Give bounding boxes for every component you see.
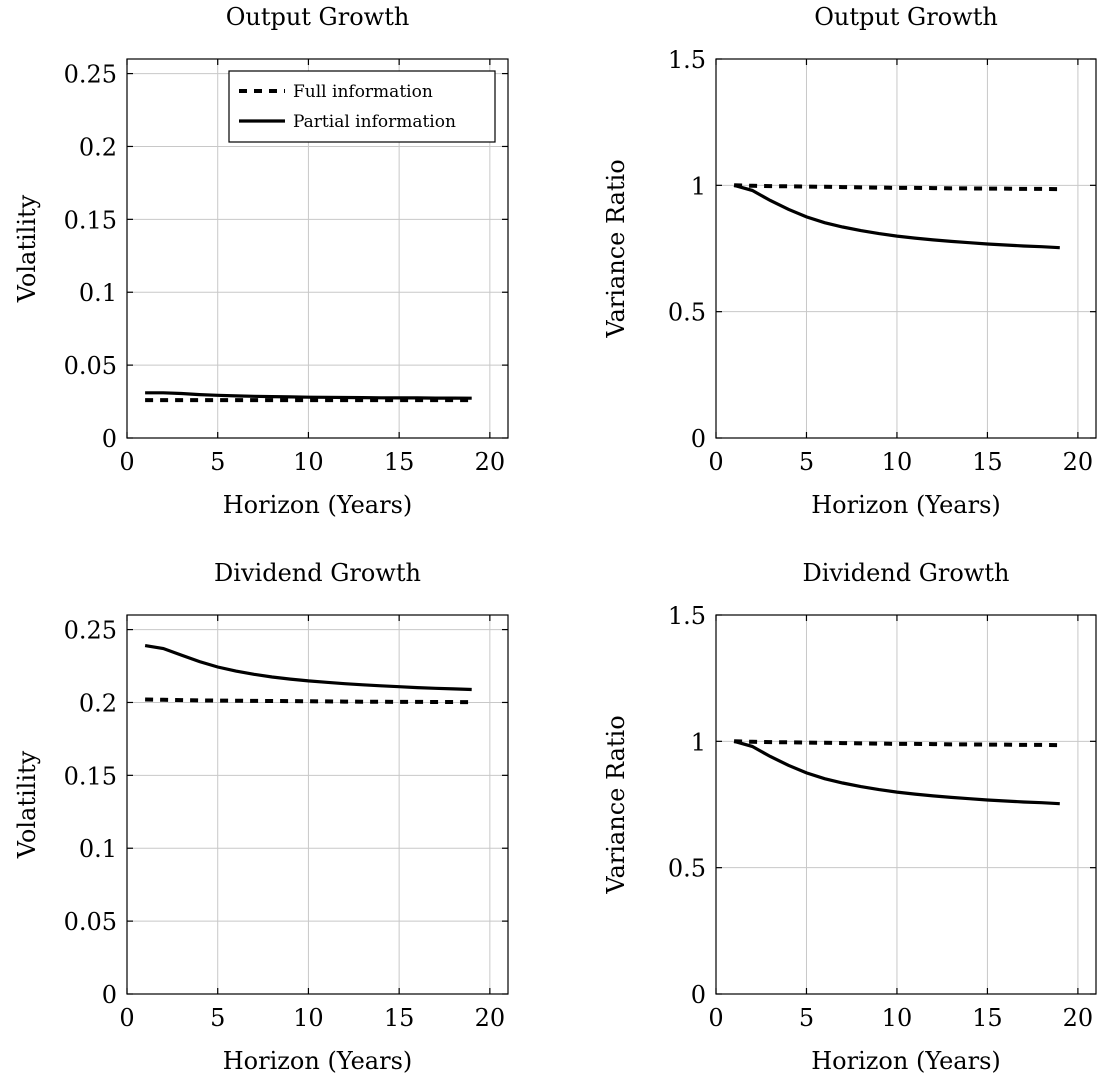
x-axis-label: Horizon (Years) xyxy=(223,1047,413,1075)
x-axis-label: Horizon (Years) xyxy=(811,1047,1001,1075)
series-line-partial-information xyxy=(144,644,472,692)
y-tick-label: 1 xyxy=(691,728,706,756)
chart-title: Output Growth xyxy=(814,3,998,31)
x-tick-label: 10 xyxy=(293,448,324,476)
plot-frame xyxy=(126,58,509,439)
y-axis-label: Variance Ratio xyxy=(602,159,630,338)
plot-frame xyxy=(715,614,1097,995)
x-tick-label: 10 xyxy=(882,448,913,476)
x-tick-label: 5 xyxy=(210,1004,225,1032)
y-tick-label: 0.25 xyxy=(64,61,117,89)
y-axis-label: Volatility xyxy=(13,194,41,303)
chart-panel-2: 0 5 10 15 20 0 0.5 1 1.5 Output Growth Horizon (Ye… xyxy=(602,3,1097,519)
x-tick-label: 15 xyxy=(384,448,415,476)
plot-frame xyxy=(715,58,1097,439)
series-line-full-information xyxy=(145,697,472,705)
legend-label: Full information xyxy=(293,82,433,102)
chart-title: Dividend Growth xyxy=(214,559,421,587)
chart-title: Dividend Growth xyxy=(803,559,1010,587)
x-tick-label: 0 xyxy=(708,448,723,476)
x-axis-label: Horizon (Years) xyxy=(223,491,413,519)
y-tick-label: 0 xyxy=(102,981,117,1009)
y-tick-label: 0.25 xyxy=(64,617,117,645)
series-line-partial-information xyxy=(145,391,472,400)
y-tick-label: 0.15 xyxy=(64,206,117,234)
chart-title: Output Growth xyxy=(226,3,410,31)
x-tick-label: 10 xyxy=(882,1004,913,1032)
x-axis-label: Horizon (Years) xyxy=(811,491,1001,519)
x-tick-label: 5 xyxy=(799,1004,814,1032)
x-tick-label: 15 xyxy=(972,448,1003,476)
chart-panel-4: 0 5 10 15 20 0 0.5 1 1.5 Dividend Growth Horizon (… xyxy=(602,559,1097,1075)
y-tick-label: 0.05 xyxy=(64,908,117,936)
y-tick-label: 0.5 xyxy=(668,855,706,883)
y-tick-label: 0.1 xyxy=(79,835,117,863)
y-tick-label: 0.2 xyxy=(79,133,117,161)
x-tick-label: 15 xyxy=(384,1004,415,1032)
x-tick-label: 15 xyxy=(972,1004,1003,1032)
chart-panel-3: 0 5 10 15 20 0 0.05 0.1 0.15 0.2 0.25 Dividend Grow… xyxy=(13,559,509,1075)
y-tick-label: 0 xyxy=(691,981,706,1009)
y-tick-label: 0.1 xyxy=(79,279,117,307)
x-tick-label: 20 xyxy=(1063,448,1094,476)
y-tick-label: 0.5 xyxy=(668,299,706,327)
x-tick-label: 10 xyxy=(293,1004,324,1032)
x-tick-label: 20 xyxy=(475,1004,506,1032)
y-tick-label: 0.05 xyxy=(64,352,117,380)
x-tick-label: 0 xyxy=(708,1004,723,1032)
series-line-partial-information xyxy=(733,183,1060,250)
x-tick-label: 0 xyxy=(119,448,134,476)
x-tick-label: 5 xyxy=(799,448,814,476)
y-tick-label: 1 xyxy=(691,172,706,200)
plot-frame xyxy=(126,614,509,995)
series-line-full-information xyxy=(734,183,1060,192)
y-tick-label: 1.5 xyxy=(668,46,706,74)
y-tick-label: 0 xyxy=(102,425,117,453)
y-axis-label: Volatility xyxy=(13,750,41,859)
series-line-full-information xyxy=(734,739,1060,748)
y-tick-label: 0.2 xyxy=(79,689,117,717)
legend-label: Partial information xyxy=(293,112,456,132)
y-tick-label: 0 xyxy=(691,425,706,453)
y-tick-label: 1.5 xyxy=(668,602,706,630)
x-tick-label: 20 xyxy=(1063,1004,1094,1032)
legend: Full information Partial information xyxy=(228,70,496,143)
legend-box xyxy=(228,70,496,143)
x-tick-label: 5 xyxy=(210,448,225,476)
y-axis-label: Variance Ratio xyxy=(602,715,630,894)
x-tick-label: 0 xyxy=(119,1004,134,1032)
y-tick-label: 0.15 xyxy=(64,762,117,790)
x-tick-label: 20 xyxy=(475,448,506,476)
series-line-partial-information xyxy=(733,739,1060,806)
chart-panel-1: 0 5 10 15 20 0 0.05 0.1 0.15 0.2 0.25 Output Growth… xyxy=(13,3,509,519)
